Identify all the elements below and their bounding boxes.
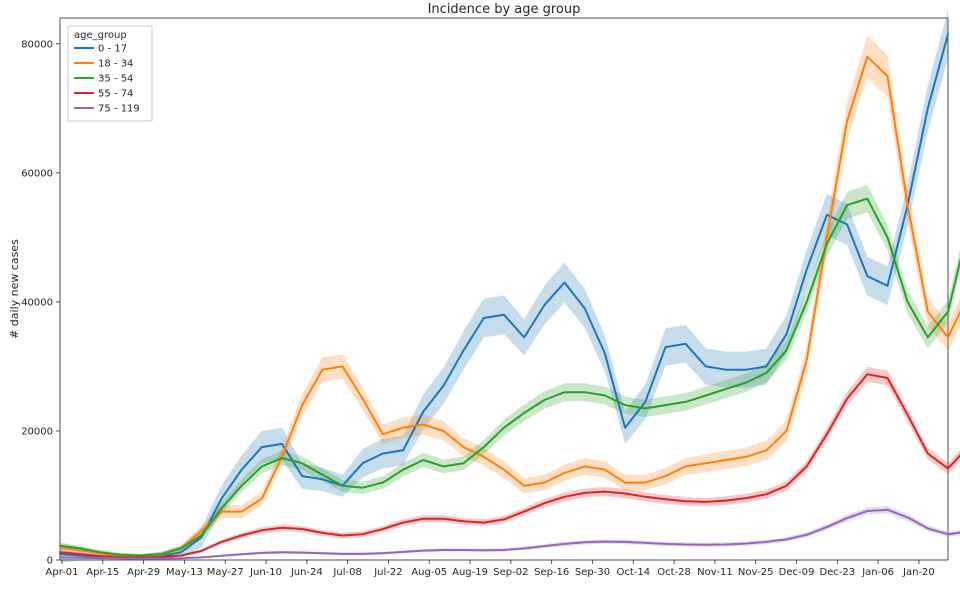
- x-tick-label: Dec-23: [819, 567, 855, 578]
- x-tick-label: Sep-30: [575, 567, 610, 578]
- x-tick-label: Jun-24: [290, 567, 323, 578]
- y-tick-label: 60000: [21, 168, 53, 179]
- x-tick-label: Oct-28: [657, 567, 691, 578]
- y-tick-label: 0: [47, 556, 53, 567]
- x-tick-label: Jun-10: [249, 567, 282, 578]
- x-tick-label: Apr-15: [86, 567, 119, 578]
- legend-label-3: 55 - 74: [98, 89, 133, 100]
- legend-label-2: 35 - 54: [98, 74, 133, 85]
- legend-title: age_group: [74, 30, 127, 41]
- x-tick-label: Sep-16: [534, 567, 569, 578]
- x-tick-label: Dec-09: [779, 567, 815, 578]
- x-tick-label: May-27: [207, 567, 244, 578]
- x-tick-label: Sep-02: [493, 567, 528, 578]
- chart-title: Incidence by age group: [428, 2, 581, 17]
- x-tick-label: Apr-01: [46, 567, 79, 578]
- y-tick-label: 80000: [21, 39, 53, 50]
- y-axis-label: # daily new cases: [8, 239, 21, 339]
- x-tick-label: Jan-20: [902, 567, 935, 578]
- x-tick-label: Aug-19: [452, 567, 488, 578]
- legend-label-1: 18 - 34: [98, 59, 133, 70]
- x-tick-label: Jan-06: [861, 567, 894, 578]
- x-tick-label: Jul-22: [373, 567, 402, 578]
- x-tick-label: Nov-25: [738, 567, 774, 578]
- x-tick-label: May-13: [166, 567, 203, 578]
- y-tick-label: 20000: [21, 426, 53, 437]
- x-tick-label: Oct-14: [616, 567, 650, 578]
- x-tick-label: Apr-29: [127, 567, 160, 578]
- chart-container: 0 20000 40000 60000 80000 Apr-01 Apr-15 Apr-29 M…: [0, 0, 960, 601]
- legend-label-4: 75 - 119: [98, 104, 140, 115]
- y-tick-label: 40000: [21, 297, 53, 308]
- x-tick-label: Jul-08: [332, 567, 361, 578]
- line-chart-svg: 0 20000 40000 60000 80000 Apr-01 Apr-15 Apr-29 M…: [0, 0, 960, 601]
- x-tick-label: Nov-11: [697, 567, 733, 578]
- x-tick-label: Aug-05: [411, 567, 447, 578]
- legend-label-0: 0 - 17: [98, 44, 127, 55]
